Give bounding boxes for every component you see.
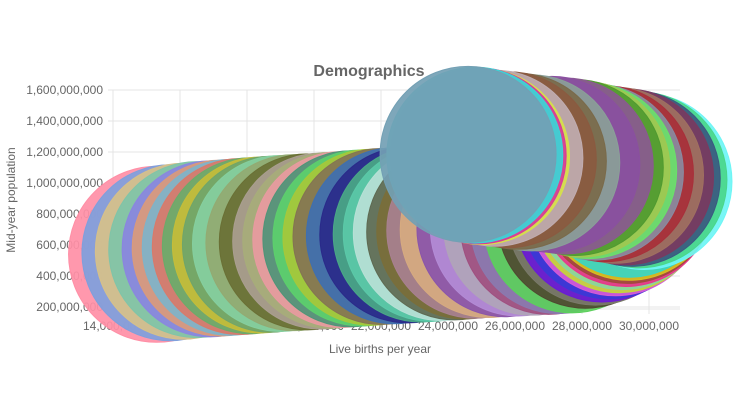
x-axis-label: Live births per year [329, 342, 431, 356]
x-tick-label: 30,000,000 [619, 319, 679, 333]
y-tick-label: 1,000,000,000 [26, 176, 103, 190]
x-tick-label: 24,000,000 [418, 319, 478, 333]
chart-title: Demographics [313, 63, 424, 80]
x-tick-label: 26,000,000 [485, 319, 545, 333]
x-tick-label: 28,000,000 [552, 319, 612, 333]
bubbles-layer [68, 65, 733, 343]
data-bubble[interactable] [379, 65, 557, 243]
y-tick-label: 1,400,000,000 [26, 114, 103, 128]
y-tick-label: 1,200,000,000 [26, 145, 103, 159]
y-tick-label: 1,600,000,000 [26, 83, 103, 97]
y-axis-label: Mid-year population [4, 147, 18, 252]
